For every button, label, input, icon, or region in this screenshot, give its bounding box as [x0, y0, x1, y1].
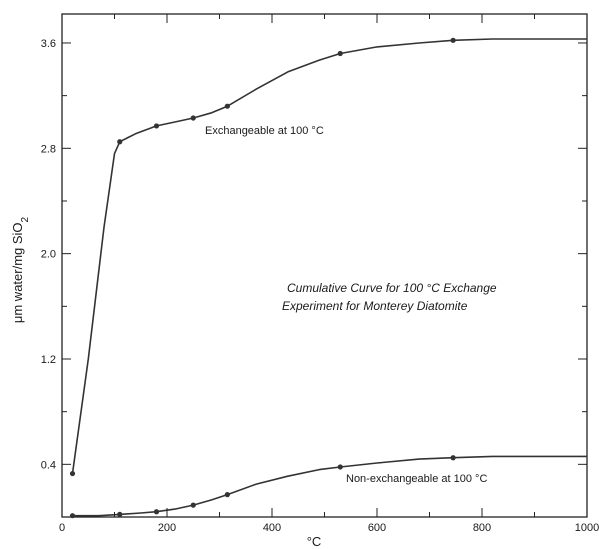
y-tick-label: 3.6	[41, 38, 56, 50]
x-tick-label: 800	[473, 522, 491, 534]
data-point	[450, 455, 456, 461]
data-point	[190, 115, 196, 121]
data-point	[117, 139, 123, 145]
data-point	[337, 50, 343, 57]
y-tick-label: 0.4	[41, 459, 56, 471]
data-point	[224, 103, 230, 109]
x-axis: 0 200 400 600 800 1000	[59, 14, 599, 534]
x-tick-label: 200	[158, 522, 176, 534]
data-point	[69, 470, 76, 477]
plot-area	[61, 13, 588, 519]
data-point	[153, 123, 160, 129]
data-point	[153, 509, 160, 515]
data-point	[337, 464, 343, 470]
series-label-non-exchangeable: Non-exchangeable at 100 °C	[346, 473, 487, 485]
data-point	[69, 513, 76, 519]
y-axis-title: μm water/mg SiO2	[10, 216, 31, 323]
x-tick-label: 600	[368, 522, 386, 534]
x-tick-label: 400	[263, 522, 281, 534]
data-point	[190, 502, 196, 508]
x-axis-title: °C	[307, 534, 322, 549]
y-tick-label: 2.8	[41, 143, 56, 155]
x-tick-label: 0	[59, 522, 65, 534]
y-tick-label: 2.0	[41, 249, 56, 261]
data-point	[450, 37, 456, 43]
series-line-0	[71, 38, 587, 474]
y-tick-label: 1.2	[41, 354, 56, 366]
data-point	[117, 511, 123, 517]
y-axis: 0.4 1.2 2.0 2.8 3.6	[41, 38, 587, 518]
data-point	[224, 492, 230, 498]
chart-title-line-2: Experiment for Monterey Diatomite	[282, 299, 468, 313]
series-label-exchangeable: Exchangeable at 100 °C	[205, 125, 324, 137]
chart-title-line-1: Cumulative Curve for 100 °C Exchange	[287, 281, 497, 295]
series-line-1	[72, 455, 587, 517]
x-tick-label: 1000	[575, 522, 599, 534]
plot-frame	[61, 13, 588, 518]
